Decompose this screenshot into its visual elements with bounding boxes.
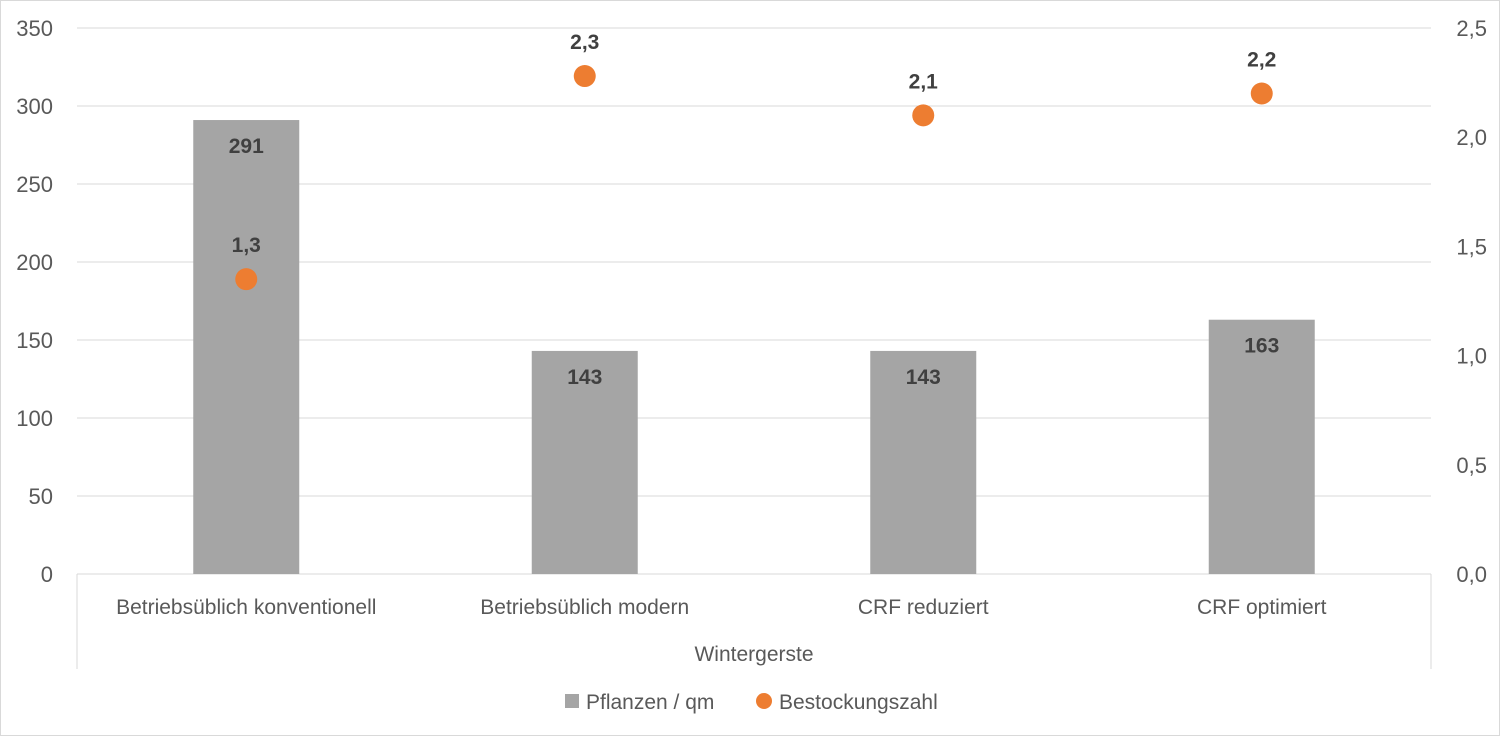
scatter-point: [235, 268, 258, 291]
scatter-point: [912, 104, 935, 127]
bar: [1208, 319, 1315, 574]
y-left-tick-label: 0: [41, 562, 53, 587]
bar-data-label: 291: [229, 135, 264, 158]
legend-label-bar: Pflanzen / qm: [586, 691, 714, 714]
x-category-label: Betriebsüblich modern: [480, 596, 689, 619]
y-right-tick-label: 2,0: [1456, 125, 1487, 150]
legend-swatch-bar: [565, 694, 579, 708]
x-category-label: Betriebsüblich konventionell: [116, 596, 376, 619]
y-left-tick-label: 50: [29, 484, 53, 509]
y-left-tick-label: 200: [16, 250, 53, 275]
y-right-tick-label: 1,0: [1456, 344, 1487, 369]
bar: [531, 350, 638, 574]
bar-data-label: 163: [1244, 335, 1279, 358]
scatter-data-label: 1,3: [232, 234, 261, 257]
x-group-label: Wintergerste: [694, 643, 813, 666]
y-left-tick-label: 350: [16, 16, 53, 41]
scatter-data-label: 2,1: [909, 70, 939, 93]
y-right-tick-label: 2,5: [1456, 16, 1487, 41]
y-left-tick-label: 250: [16, 172, 53, 197]
x-category-label: CRF optimiert: [1197, 596, 1327, 619]
bar: [870, 350, 977, 574]
scatter-point: [1250, 82, 1273, 105]
bar-data-label: 143: [906, 366, 941, 389]
legend-swatch-scatter: [756, 693, 772, 709]
bar-data-label: 143: [567, 366, 602, 389]
y-left-tick-label: 150: [16, 328, 53, 353]
y-right-tick-label: 1,5: [1456, 234, 1487, 259]
y-left-tick-label: 100: [16, 406, 53, 431]
y-right-tick-label: 0,5: [1456, 453, 1487, 478]
scatter-data-label: 2,2: [1247, 49, 1276, 72]
legend-label-scatter: Bestockungszahl: [779, 691, 938, 714]
y-left-tick-label: 300: [16, 94, 53, 119]
y-right-tick-label: 0,0: [1456, 562, 1487, 587]
x-category-label: CRF reduziert: [858, 596, 989, 619]
bar: [193, 120, 300, 574]
scatter-data-label: 2,3: [570, 31, 599, 54]
scatter-point: [573, 65, 596, 88]
